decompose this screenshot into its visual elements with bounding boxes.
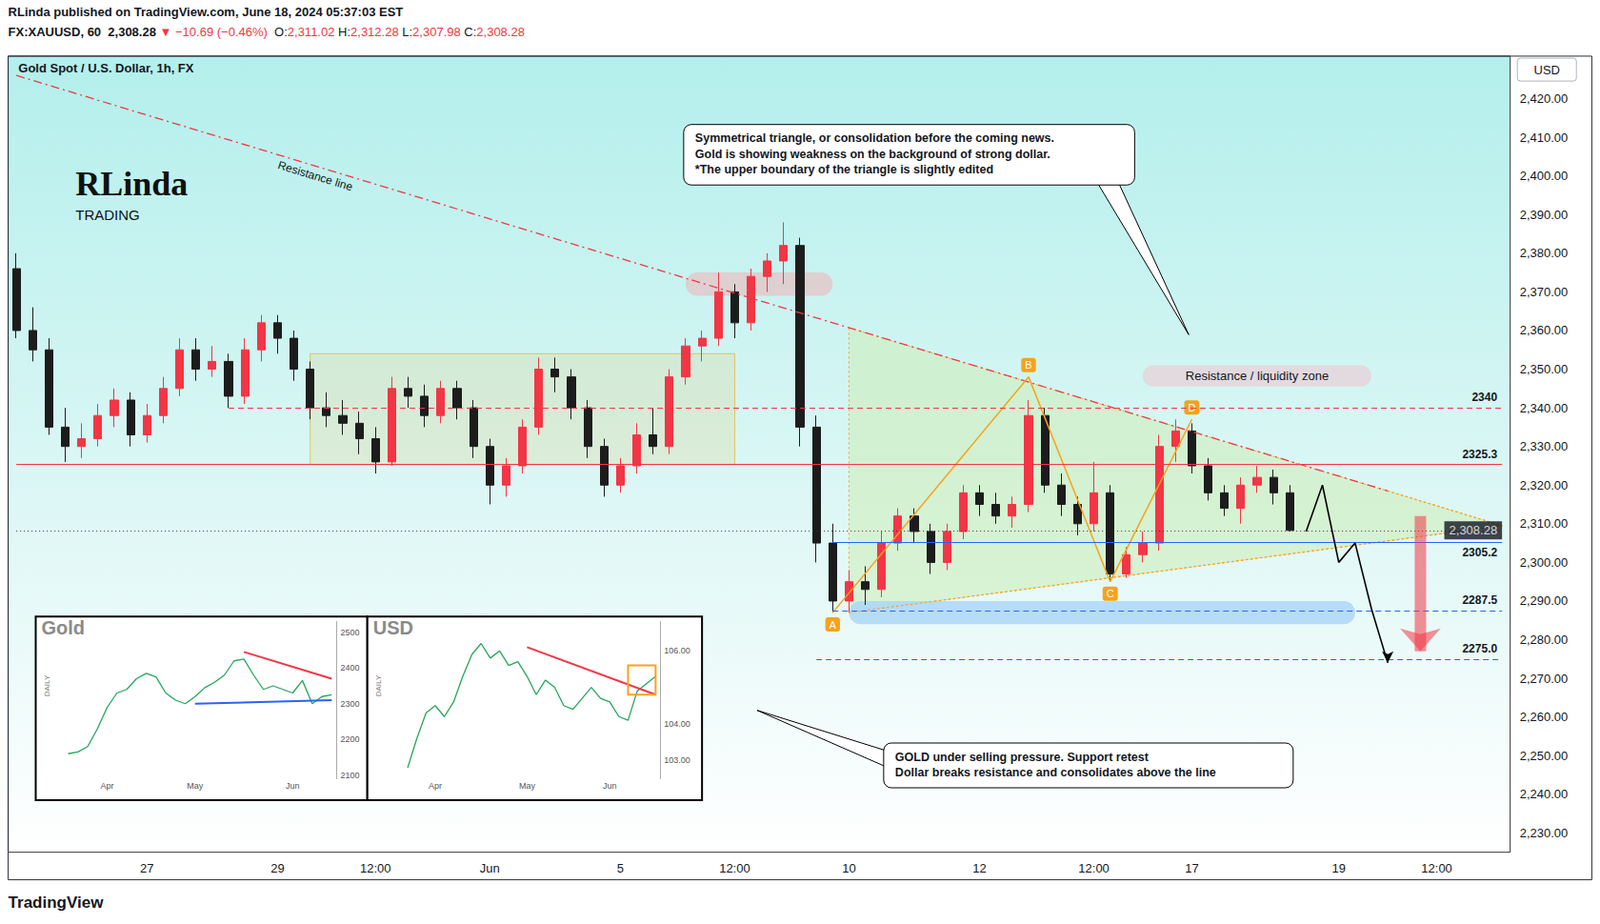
svg-text:10: 10 — [841, 860, 856, 876]
svg-text:5: 5 — [617, 860, 624, 876]
svg-text:2500: 2500 — [340, 627, 360, 638]
svg-text:2325.3: 2325.3 — [1461, 447, 1498, 461]
svg-text:2,230.00: 2,230.00 — [1520, 825, 1569, 840]
svg-text:A: A — [829, 619, 838, 631]
svg-text:12:00: 12:00 — [1420, 860, 1453, 876]
svg-text:2,360.00: 2,360.00 — [1520, 322, 1569, 338]
svg-text:12:00: 12:00 — [360, 860, 392, 876]
svg-text:2,310.00: 2,310.00 — [1520, 516, 1569, 531]
svg-text:2,330.00: 2,330.00 — [1520, 439, 1569, 454]
svg-text:B: B — [1024, 359, 1032, 371]
svg-text:2,250.00: 2,250.00 — [1520, 748, 1569, 763]
svg-text:2,312.28: 2,312.28 — [350, 24, 400, 40]
svg-text:106.00: 106.00 — [663, 645, 691, 656]
svg-text:2,350.00: 2,350.00 — [1520, 361, 1569, 377]
svg-text:▼ −10.69 (−0.46%): ▼ −10.69 (−0.46%) — [160, 24, 268, 40]
svg-text:DAILY: DAILY — [42, 674, 52, 697]
svg-text:2,311.02: 2,311.02 — [287, 24, 336, 40]
svg-text:2,270.00: 2,270.00 — [1520, 671, 1569, 686]
svg-text:Apr: Apr — [428, 780, 442, 791]
svg-text:2305.2: 2305.2 — [1461, 545, 1498, 560]
svg-text:104.00: 104.00 — [663, 719, 691, 729]
svg-text:Jun: Jun — [285, 780, 300, 791]
svg-text:May: May — [186, 780, 204, 791]
svg-text:2200: 2200 — [340, 734, 360, 744]
svg-text:Symmetrical triangle, or conso: Symmetrical triangle, or consolidation b… — [695, 131, 1055, 145]
svg-text:19: 19 — [1331, 860, 1345, 876]
svg-text:Resistance line: Resistance line — [276, 158, 355, 194]
svg-text:*The upper boundary of the tri: *The upper boundary of the triangle is s… — [695, 162, 994, 177]
svg-text:2340: 2340 — [1471, 390, 1498, 404]
svg-text:12:00: 12:00 — [719, 860, 751, 876]
svg-text:O:: O: — [274, 24, 288, 40]
svg-text:Resistance / liquidity zone: Resistance / liquidity zone — [1185, 368, 1329, 383]
svg-text:DAILY: DAILY — [374, 674, 383, 697]
svg-text:2,340.00: 2,340.00 — [1520, 400, 1569, 416]
svg-text:2,400.00: 2,400.00 — [1520, 168, 1569, 183]
svg-text:12: 12 — [972, 860, 986, 876]
svg-text:103.00: 103.00 — [663, 755, 691, 765]
svg-text:FX:XAUUSD, 60: FX:XAUUSD, 60 — [8, 24, 102, 40]
svg-text:USD: USD — [373, 617, 414, 639]
svg-text:2400: 2400 — [340, 662, 360, 673]
svg-text:2,390.00: 2,390.00 — [1520, 207, 1569, 222]
svg-text:Gold: Gold — [41, 617, 86, 639]
svg-text:2,308.28: 2,308.28 — [476, 24, 525, 40]
svg-text:TRADING: TRADING — [75, 206, 140, 223]
svg-text:17: 17 — [1184, 860, 1199, 876]
svg-text:C:: C: — [463, 24, 477, 40]
svg-text:2,320.00: 2,320.00 — [1520, 478, 1569, 493]
svg-text:2,308.28: 2,308.28 — [107, 24, 157, 40]
svg-text:2,410.00: 2,410.00 — [1520, 130, 1569, 145]
svg-text:2,307.98: 2,307.98 — [412, 24, 461, 40]
svg-text:C: C — [1106, 587, 1115, 600]
svg-text:2300: 2300 — [340, 699, 360, 709]
svg-text:29: 29 — [270, 860, 284, 876]
svg-text:RLinda: RLinda — [75, 164, 188, 203]
svg-text:2,260.00: 2,260.00 — [1520, 709, 1569, 724]
svg-text:2,300.00: 2,300.00 — [1520, 555, 1569, 570]
svg-text:2,370.00: 2,370.00 — [1520, 284, 1569, 300]
svg-text:GOLD under selling pressure. S: GOLD under selling pressure. Support ret… — [895, 750, 1150, 764]
svg-text:2,240.00: 2,240.00 — [1520, 786, 1569, 801]
svg-text:L:: L: — [401, 24, 413, 40]
svg-text:RLinda published on TradingVie: RLinda published on TradingView.com, Jun… — [8, 4, 404, 20]
svg-text:USD: USD — [1533, 62, 1560, 78]
svg-text:May: May — [519, 780, 537, 791]
svg-text:27: 27 — [140, 860, 154, 876]
svg-text:2100: 2100 — [340, 770, 360, 780]
svg-text:2,380.00: 2,380.00 — [1520, 245, 1569, 260]
svg-text:Jun: Jun — [602, 780, 618, 791]
svg-text:Dollar breaks resistance and c: Dollar breaks resistance and consolidate… — [895, 765, 1217, 780]
svg-text:Apr: Apr — [100, 780, 115, 791]
svg-text:2,420.00: 2,420.00 — [1520, 91, 1569, 106]
svg-text:2,290.00: 2,290.00 — [1520, 593, 1569, 608]
svg-text:H:: H: — [338, 24, 351, 40]
svg-text:2,308.28: 2,308.28 — [1449, 522, 1499, 538]
svg-text:Jun: Jun — [480, 860, 500, 876]
svg-text:2,280.00: 2,280.00 — [1520, 632, 1569, 647]
svg-text:TradingView: TradingView — [8, 893, 105, 912]
svg-text:12:00: 12:00 — [1078, 860, 1110, 876]
svg-text:Gold is showing weakness on th: Gold is showing weakness on the backgrou… — [695, 147, 1051, 161]
svg-text:Gold Spot / U.S. Dollar, 1h, F: Gold Spot / U.S. Dollar, 1h, FX — [18, 60, 195, 76]
svg-text:D: D — [1187, 401, 1196, 414]
svg-text:2275.0: 2275.0 — [1461, 641, 1498, 656]
svg-text:2287.5: 2287.5 — [1461, 593, 1498, 607]
